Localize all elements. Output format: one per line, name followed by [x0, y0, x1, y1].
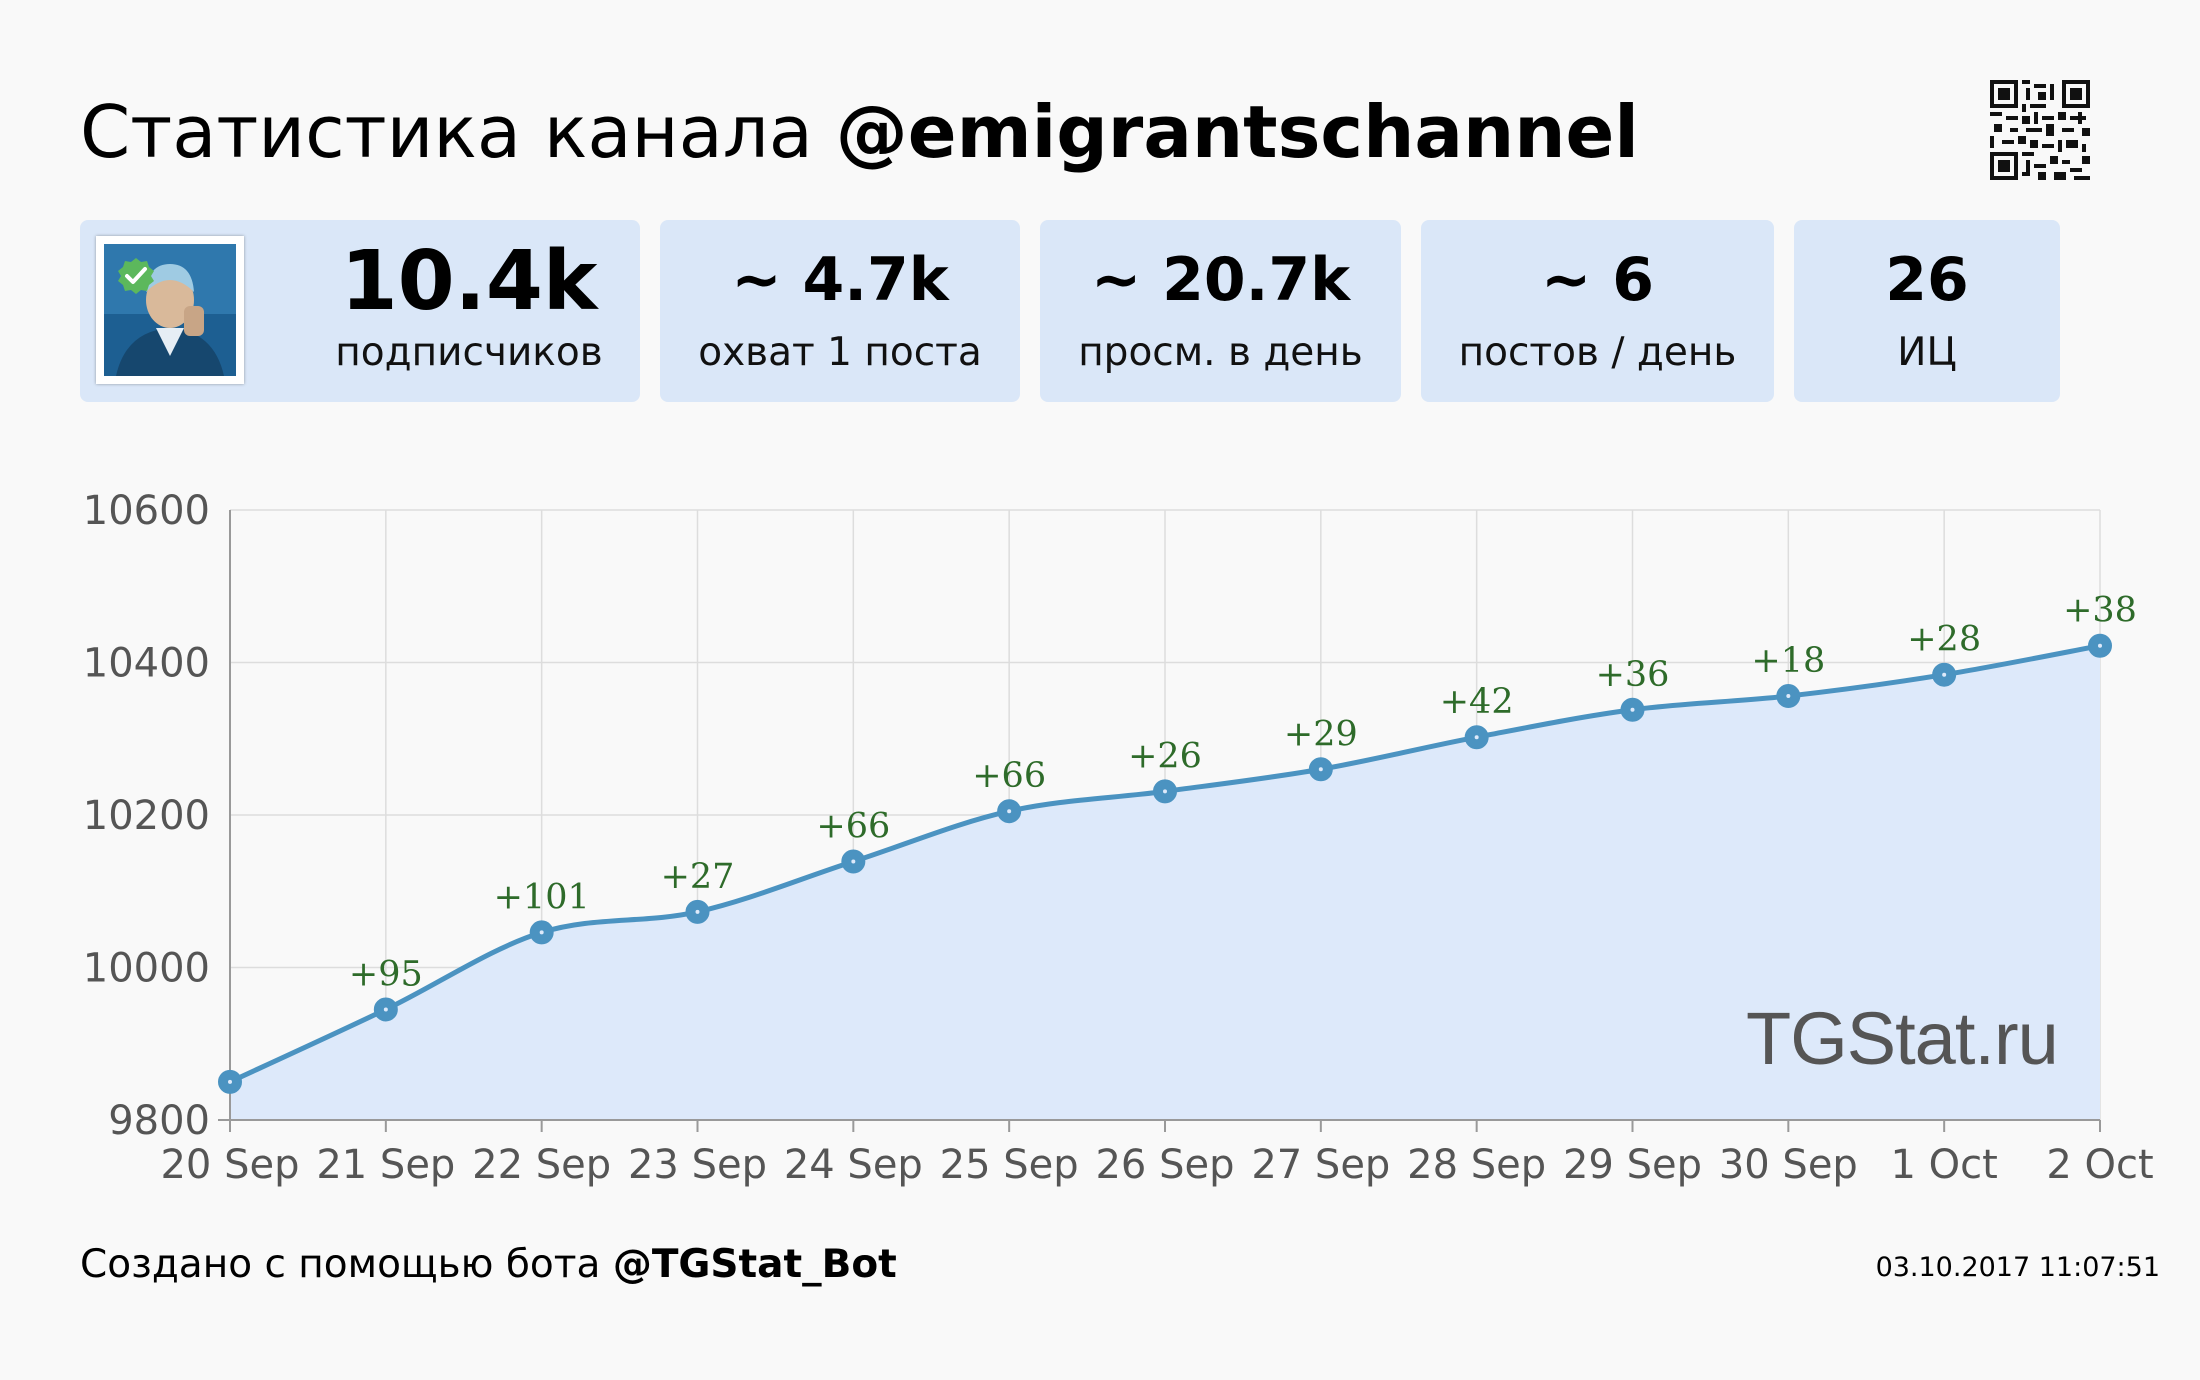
data-label: +66	[972, 756, 1046, 796]
chart-y-ticks: 9800 10000 10200 10400 10600	[83, 488, 210, 1144]
reach-value: ~ 4.7k	[731, 245, 949, 315]
data-label: +95	[349, 954, 423, 994]
title-prefix: Статистика канала	[80, 90, 813, 174]
watermark-logo: TGStat.ru	[1746, 997, 2059, 1080]
data-label: +36	[1596, 655, 1670, 695]
data-label: +42	[1440, 682, 1514, 722]
data-point-center	[695, 909, 700, 914]
data-label: +66	[816, 807, 890, 847]
subscribers-chart: +95 +101 +27 +66 +66 +26 +29 +42 +36 +18 +28 +38 98…	[83, 488, 2154, 1188]
reach-label: охват 1 поста	[698, 330, 982, 375]
qr-code-icon	[1990, 80, 2090, 180]
x-tick-label: 23 Sep	[628, 1142, 767, 1188]
footer-credit: Создано с помощью бота @TGStat_Bot	[80, 1240, 897, 1290]
ic-label: ИЦ	[1897, 330, 1957, 375]
footer-prefix: Создано с помощью бота	[80, 1242, 601, 1287]
subscribers-label: подписчиков	[335, 330, 603, 375]
stat-card-ic: 26 ИЦ	[1794, 220, 2060, 402]
x-tick-label: 26 Sep	[1095, 1142, 1234, 1188]
x-tick-label: 22 Sep	[472, 1142, 611, 1188]
x-tick-label: 2 Oct	[2046, 1142, 2153, 1188]
data-point-center	[539, 930, 544, 935]
data-point-center	[228, 1079, 232, 1084]
data-label: +101	[494, 877, 590, 917]
data-label: +28	[1907, 620, 1981, 660]
data-label: +29	[1284, 714, 1358, 754]
subscribers-value: 10.4k	[340, 234, 598, 329]
x-tick-label: 24 Sep	[784, 1142, 923, 1188]
data-label: +38	[2063, 591, 2137, 631]
posts-value: ~ 6	[1541, 245, 1654, 315]
stat-card-subscribers: 10.4k подписчиков	[80, 220, 640, 402]
chart-points	[218, 633, 2112, 1094]
data-point-center	[1163, 789, 1167, 794]
posts-label: постов / день	[1458, 330, 1737, 375]
x-tick-label: 25 Sep	[940, 1142, 1079, 1188]
x-tick-label: 29 Sep	[1563, 1142, 1702, 1188]
footer-bot-link[interactable]: @TGStat_Bot	[612, 1242, 897, 1287]
chart-x-ticks: 20 Sep 21 Sep 22 Sep 23 Sep 24 Sep 25 Sep 26 S…	[160, 1142, 2153, 1188]
verified-check-icon	[118, 258, 154, 294]
x-tick-label: 27 Sep	[1251, 1142, 1390, 1188]
stat-card-reach: ~ 4.7k охват 1 поста	[660, 220, 1020, 402]
x-tick-label: 21 Sep	[316, 1142, 455, 1188]
data-point-center	[851, 859, 856, 864]
data-point-center	[1786, 694, 1791, 699]
data-label: +18	[1751, 641, 1825, 681]
views-value: ~ 20.7k	[1090, 245, 1351, 315]
chart-axes	[218, 510, 2101, 1132]
y-tick-label: 9800	[108, 1098, 210, 1144]
views-label: просм. в день	[1078, 330, 1363, 375]
data-point-center	[383, 1007, 388, 1012]
data-label: +26	[1128, 736, 1202, 776]
data-point-center	[1942, 672, 1947, 677]
data-point-center	[1318, 767, 1323, 772]
y-tick-label: 10400	[83, 641, 210, 687]
x-tick-label: 20 Sep	[160, 1142, 299, 1188]
chart-data-labels: +95 +101 +27 +66 +66 +26 +29 +42 +36 +18 +28 +38	[349, 591, 2137, 995]
data-point-center	[1007, 809, 1012, 814]
stat-card-posts: ~ 6 постов / день	[1421, 220, 1774, 402]
x-tick-label: 1 Oct	[1891, 1142, 1998, 1188]
data-point-center	[1630, 707, 1635, 712]
data-point-center	[1474, 735, 1479, 740]
channel-name: @emigrantschannel	[835, 90, 1639, 174]
y-tick-label: 10000	[83, 946, 210, 992]
x-tick-label: 30 Sep	[1719, 1142, 1858, 1188]
x-tick-label: 28 Sep	[1407, 1142, 1546, 1188]
stat-card-views: ~ 20.7k просм. в день	[1040, 220, 1401, 402]
y-tick-label: 10600	[83, 488, 210, 534]
ic-value: 26	[1885, 245, 1969, 315]
data-point-center	[2098, 643, 2102, 648]
channel-avatar-icon	[96, 236, 244, 384]
chart-area	[230, 645, 2100, 1120]
y-tick-label: 10200	[83, 793, 210, 839]
data-label: +27	[661, 857, 735, 897]
page-title: Статистика канала @emigrantschannel	[80, 84, 1639, 180]
timestamp: 03.10.2017 11:07:51	[1875, 1252, 2160, 1283]
